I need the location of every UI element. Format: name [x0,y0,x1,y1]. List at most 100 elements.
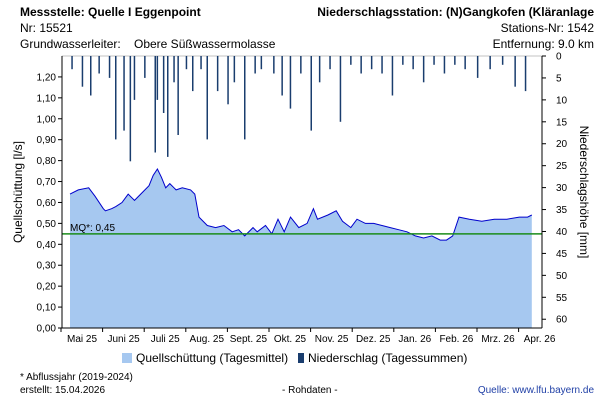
x-tick-label: Jan. 26 [398,334,431,345]
precip-bar [115,56,117,140]
precip-bar [81,56,84,87]
y-tick-label: 0,00 [37,324,57,335]
precip-bar [402,56,404,65]
y-axis-ticks: 0,00 0,10 0,20 0,30 0,40 0,50 0,60 0,70 0,80 0,90… [37,72,62,335]
precip-bar [412,56,414,70]
aquifer-label: Grundwasserleiter: [20,37,121,51]
precip-bar [329,56,331,70]
precip-station-number: Stations-Nr: 1542 [500,21,594,35]
x-tick-label: Mrz. 26 [481,334,515,345]
precip-bar [167,56,169,157]
precip-bar [310,56,312,131]
x-tick-label: Apr. 26 [524,334,556,345]
precip-bar [260,56,263,70]
y2-axis-label: Niederschlagshöhe [mm] [577,126,591,259]
y-axis-label: Quellschüttung [l/s] [11,141,25,243]
abflussjahr-note: * Abflussjahr (2019-2024) [20,372,133,383]
aquifer-value: Obere Süßwassermolasse [134,37,276,51]
precip-bar [162,56,165,113]
precip-bar [339,56,342,122]
y2-tick-label: 0 [556,52,562,63]
created-date: erstellt: 15.04.2026 [20,385,106,396]
y2-tick-label: 20 [556,139,568,150]
legend-precip-swatch [298,353,304,363]
precip-bar [433,56,435,65]
y-tick-label: 0,60 [37,198,57,209]
precip-bar [476,56,479,78]
precip-bar [144,56,146,78]
precip-bar [185,56,188,70]
y2-tick-label: 45 [556,249,568,260]
precip-bar [192,56,194,92]
x-tick-label: Dez. 25 [356,334,391,345]
x-tick-label: Aug. 25 [190,334,225,345]
y2-tick-label: 15 [556,117,568,128]
y2-tick-label: 55 [556,293,568,304]
source-link[interactable]: Quelle: www.lfu.bayern.de [477,385,594,396]
precip-bar [350,56,352,65]
x-axis-ticks: Mai 25 Juni 25 Juli 25 Aug. 25 Sept. 25 Okt. … [60,328,556,345]
precip-bar [233,56,236,83]
precip-bar [273,56,275,74]
precip-bar [227,56,229,105]
precipitation-bars [71,56,527,162]
precip-bar [464,56,466,70]
precip-bar [177,56,179,135]
y2-tick-label: 10 [556,95,568,106]
y-tick-label: 1,00 [37,114,57,125]
precip-station-distance: Entfernung: 9.0 km [492,37,594,51]
precip-bar [454,56,456,65]
raw-data-note: - Rohdaten - [282,385,338,396]
precip-bar [133,56,136,100]
x-tick-label: Nov. 25 [315,334,349,345]
station-title: Messstelle: Quelle I Eggenpoint [20,5,201,19]
precip-bar [360,56,362,74]
precip-station-title: Niederschlagsstation: (N)Gangkofen (Klär… [317,5,594,19]
y-tick-label: 0,80 [37,156,57,167]
station-number: Nr: 15521 [20,21,73,35]
y-tick-label: 0,50 [37,219,57,230]
legend-discharge-label: Quellschüttung (Tagesmittel) [136,351,288,365]
y2-tick-label: 5 [556,73,562,84]
y2-tick-label: 35 [556,205,568,216]
x-tick-label: Mai 25 [67,334,97,345]
y2-tick-label: 60 [556,315,568,326]
y2-tick-label: 50 [556,271,568,282]
precip-bar [244,56,246,140]
precip-bar [206,56,208,140]
precip-bar [391,56,394,96]
y-tick-label: 0,30 [37,261,57,272]
precip-bar [318,56,321,83]
precip-bar [98,56,100,74]
precip-bar [129,56,132,162]
precip-bar [254,56,256,74]
x-tick-label: Sept. 25 [230,334,268,345]
precip-bar [200,56,202,70]
x-tick-label: Feb. 26 [439,334,473,345]
y2-tick-label: 30 [556,183,568,194]
mq-label: MQ*: 0,45 [70,223,115,234]
precip-bar [123,56,125,131]
discharge-line [69,167,533,241]
y-tick-label: 0,40 [37,240,57,251]
precip-bar [300,56,302,74]
precip-bar [216,56,219,92]
y-tick-label: 0,20 [37,282,57,293]
precip-bar [281,56,283,96]
precip-bar [289,56,292,109]
precip-bar [489,56,491,70]
precip-bar [501,56,504,65]
precip-bar [443,56,446,74]
legend-discharge-swatch [122,353,132,363]
precip-bar [370,56,373,70]
precip-bar [514,56,516,87]
precip-bar [524,56,527,92]
precip-bar [108,56,111,78]
x-tick-label: Juli 25 [151,334,180,345]
y-tick-label: 1,10 [37,93,57,104]
y-tick-label: 0,90 [37,135,57,146]
precip-bar [381,56,383,74]
y2-tick-label: 25 [556,161,568,172]
discharge-area [70,169,532,328]
